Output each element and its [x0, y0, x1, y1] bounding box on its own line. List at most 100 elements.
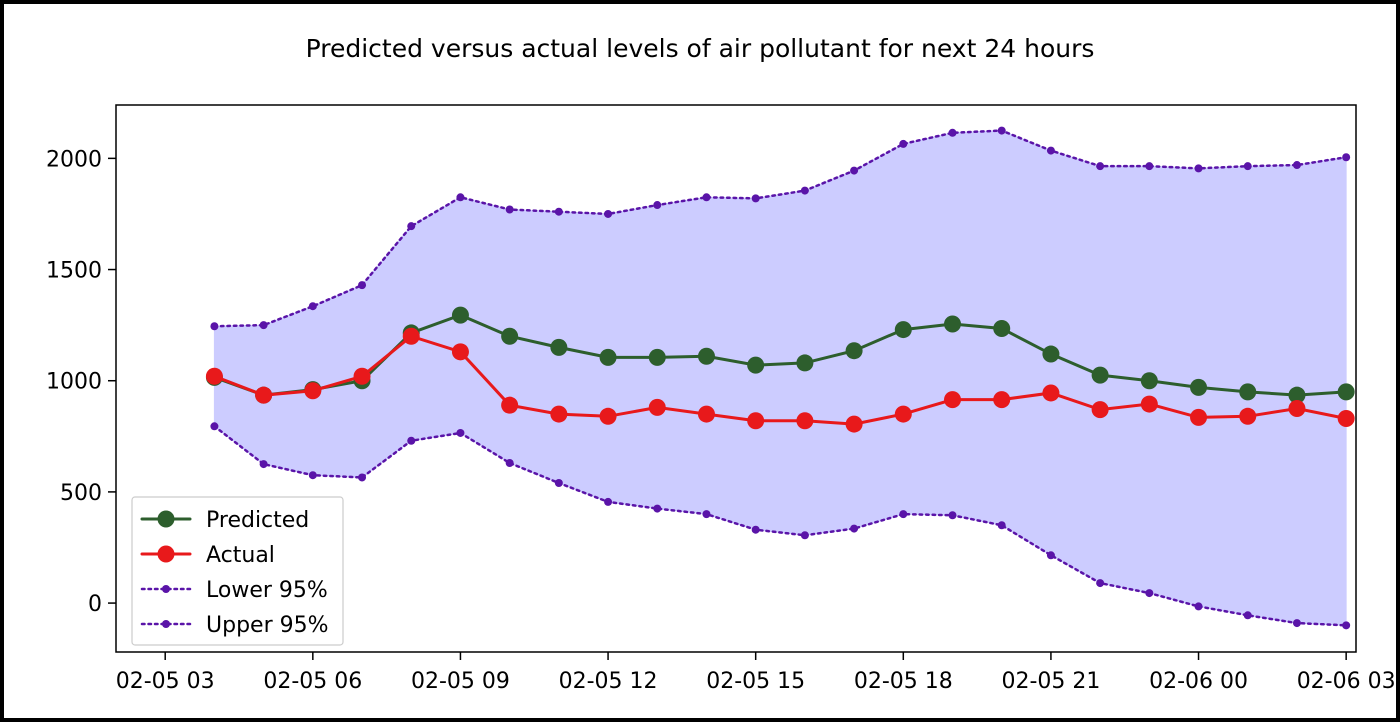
data-point-upper-95: [948, 128, 957, 137]
data-point-predicted: [747, 356, 765, 374]
data-point-actual: [894, 405, 912, 423]
data-point-actual: [1140, 395, 1158, 413]
data-point-actual: [255, 386, 273, 404]
y-tick-label: 2000: [46, 147, 102, 172]
data-point-actual: [501, 396, 519, 414]
y-tick-label: 500: [60, 481, 102, 506]
data-point-lower-95: [1292, 619, 1301, 628]
data-point-predicted: [1091, 366, 1109, 384]
x-tick-label: 02-05 06: [263, 669, 362, 694]
data-point-actual: [304, 382, 322, 400]
data-point-upper-95: [653, 201, 662, 210]
series-line-lower-95: [213, 425, 1348, 627]
data-point-actual: [944, 391, 962, 409]
data-point-actual: [1091, 401, 1109, 419]
data-point-lower-95: [604, 497, 613, 506]
data-point-predicted: [1337, 383, 1355, 401]
data-point-lower-95: [554, 479, 563, 488]
data-point-upper-95: [997, 126, 1006, 135]
data-point-predicted: [550, 338, 568, 356]
plot-frame: [115, 104, 1357, 653]
legend-marker-actual: [157, 545, 175, 563]
x-tick-label: 02-05 15: [706, 669, 805, 694]
data-point-upper-95: [800, 186, 809, 195]
legend-label-predicted: Predicted: [206, 508, 309, 533]
data-point-predicted: [993, 319, 1011, 337]
data-point-upper-95: [850, 166, 859, 175]
data-point-upper-95: [1292, 161, 1301, 170]
data-point-predicted: [845, 342, 863, 360]
data-point-lower-95: [751, 525, 760, 534]
data-point-lower-95: [997, 521, 1006, 530]
y-tick-label: 1000: [46, 370, 102, 395]
data-point-actual: [1288, 400, 1306, 418]
data-point-upper-95: [505, 205, 514, 214]
y-tick-label: 1500: [46, 259, 102, 284]
data-point-lower-95: [308, 471, 317, 480]
data-point-lower-95: [850, 524, 859, 533]
data-point-lower-95: [456, 428, 465, 437]
data-point-predicted: [894, 321, 912, 339]
data-point-actual: [1042, 384, 1060, 402]
data-point-lower-95: [1096, 579, 1105, 588]
data-point-actual: [1190, 408, 1208, 426]
data-point-actual: [845, 415, 863, 433]
data-point-lower-95: [1342, 621, 1351, 630]
data-point-lower-95: [653, 504, 662, 513]
data-point-lower-95: [210, 422, 219, 431]
data-point-predicted: [1140, 372, 1158, 390]
data-point-upper-95: [456, 193, 465, 202]
data-point-predicted: [599, 348, 617, 366]
data-point-lower-95: [948, 511, 957, 520]
data-point-upper-95: [210, 322, 219, 331]
data-point-predicted: [648, 348, 666, 366]
data-point-lower-95: [1145, 589, 1154, 598]
data-point-upper-95: [1243, 162, 1252, 171]
data-point-upper-95: [407, 222, 416, 231]
legend-label-actual: Actual: [206, 543, 275, 568]
chart-title: Predicted versus actual levels of air po…: [305, 34, 1095, 63]
confidence-band: [213, 130, 1347, 626]
data-point-lower-95: [358, 473, 367, 482]
x-tick-label: 02-05 18: [854, 669, 953, 694]
data-point-upper-95: [751, 194, 760, 203]
data-point-actual: [550, 405, 568, 423]
data-point-actual: [993, 391, 1011, 409]
data-point-actual: [402, 327, 420, 345]
data-point-actual: [1337, 410, 1355, 428]
legend-marker-upper-95: [162, 620, 170, 628]
data-point-actual: [796, 412, 814, 430]
data-point-upper-95: [1342, 153, 1351, 162]
data-point-lower-95: [505, 458, 514, 467]
data-point-actual: [599, 407, 617, 425]
data-point-predicted: [796, 354, 814, 372]
data-point-predicted: [501, 327, 519, 345]
data-point-lower-95: [1243, 611, 1252, 620]
series-line-upper-95: [213, 129, 1348, 328]
data-point-upper-95: [899, 139, 908, 148]
data-point-upper-95: [1194, 164, 1203, 173]
data-point-predicted: [697, 347, 715, 365]
x-tick-label: 02-06 03: [1297, 669, 1396, 694]
legend-label-lower-95: Lower 95%: [206, 578, 328, 603]
data-point-upper-95: [1046, 146, 1055, 155]
data-point-lower-95: [800, 531, 809, 540]
data-point-predicted: [1190, 378, 1208, 396]
data-point-actual: [648, 398, 666, 416]
data-point-upper-95: [1145, 162, 1154, 171]
x-tick-label: 02-05 21: [1001, 669, 1100, 694]
x-tick-label: 02-06 00: [1149, 669, 1248, 694]
data-point-upper-95: [702, 193, 711, 202]
data-point-predicted: [944, 315, 962, 333]
data-point-actual: [205, 367, 223, 385]
data-point-actual: [353, 367, 371, 385]
x-tick-label: 02-05 03: [116, 669, 215, 694]
x-tick-label: 02-05 09: [411, 669, 510, 694]
chart-canvas: 0 500 1000 1500 2000 02-05 03 02-05 06 02-05 09…: [46, 104, 1396, 694]
data-point-predicted: [1288, 386, 1306, 404]
data-point-lower-95: [702, 510, 711, 519]
data-point-upper-95: [308, 302, 317, 311]
legend-marker-predicted: [157, 510, 175, 528]
data-point-actual: [697, 405, 715, 423]
